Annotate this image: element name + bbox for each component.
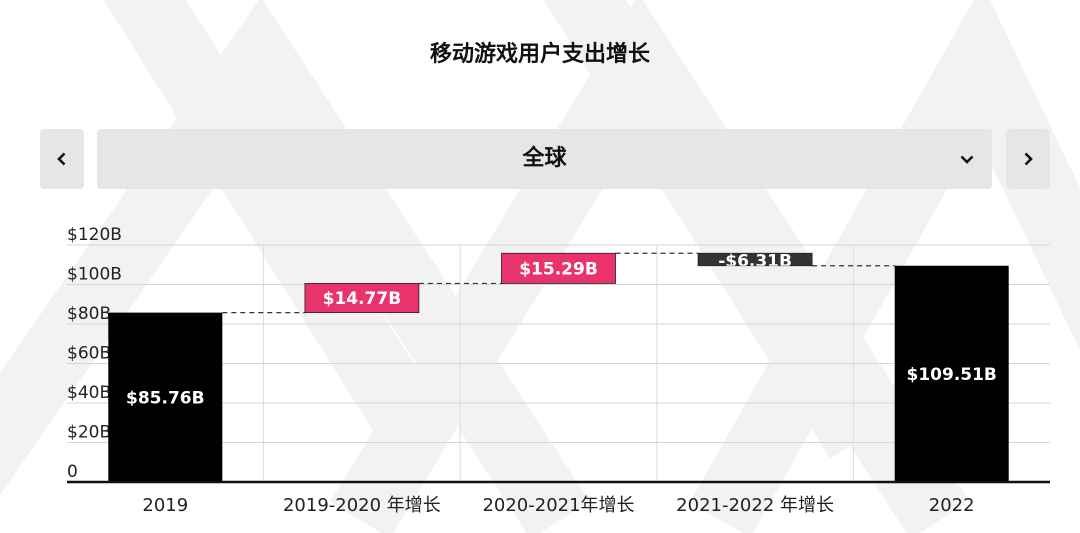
x-category-label: 2019 xyxy=(142,495,188,516)
y-tick-label: $120B xyxy=(67,225,122,245)
region-selected-value: 全球 xyxy=(522,146,567,171)
data-label: -$6.31B xyxy=(718,251,792,271)
previous-region-button[interactable] xyxy=(40,129,84,189)
data-label: $15.29B xyxy=(519,259,598,279)
chevron-down-icon xyxy=(960,155,974,164)
data-label: $14.77B xyxy=(323,289,402,309)
chevron-right-icon xyxy=(1024,152,1033,166)
data-label: $109.51B xyxy=(907,365,997,385)
y-tick-label: $40B xyxy=(67,383,111,403)
x-category-label: 2019-2020 年增长 xyxy=(283,495,441,516)
next-region-button[interactable] xyxy=(1006,129,1050,189)
y-tick-label: 0 xyxy=(67,462,78,482)
x-category-label: 2020-2021年增长 xyxy=(482,495,634,516)
bar-total xyxy=(108,312,223,482)
chevron-left-icon xyxy=(57,152,66,166)
chart-title: 移动游戏用户支出增长 xyxy=(429,42,650,67)
region-dropdown[interactable]: 全球 xyxy=(97,129,992,189)
y-tick-label: $20B xyxy=(67,423,111,443)
bar-increase xyxy=(501,252,616,284)
x-category-label: 2021-2022 年增长 xyxy=(676,495,834,516)
y-tick-label: $60B xyxy=(67,344,111,364)
bar-total xyxy=(894,265,1009,482)
data-label: $85.76B xyxy=(126,388,205,408)
y-tick-label: $80B xyxy=(67,304,111,324)
y-tick-label: $100B xyxy=(67,265,122,285)
bar-increase xyxy=(304,283,420,314)
x-category-label: 2022 xyxy=(929,495,975,516)
bar-decrease xyxy=(697,252,813,267)
